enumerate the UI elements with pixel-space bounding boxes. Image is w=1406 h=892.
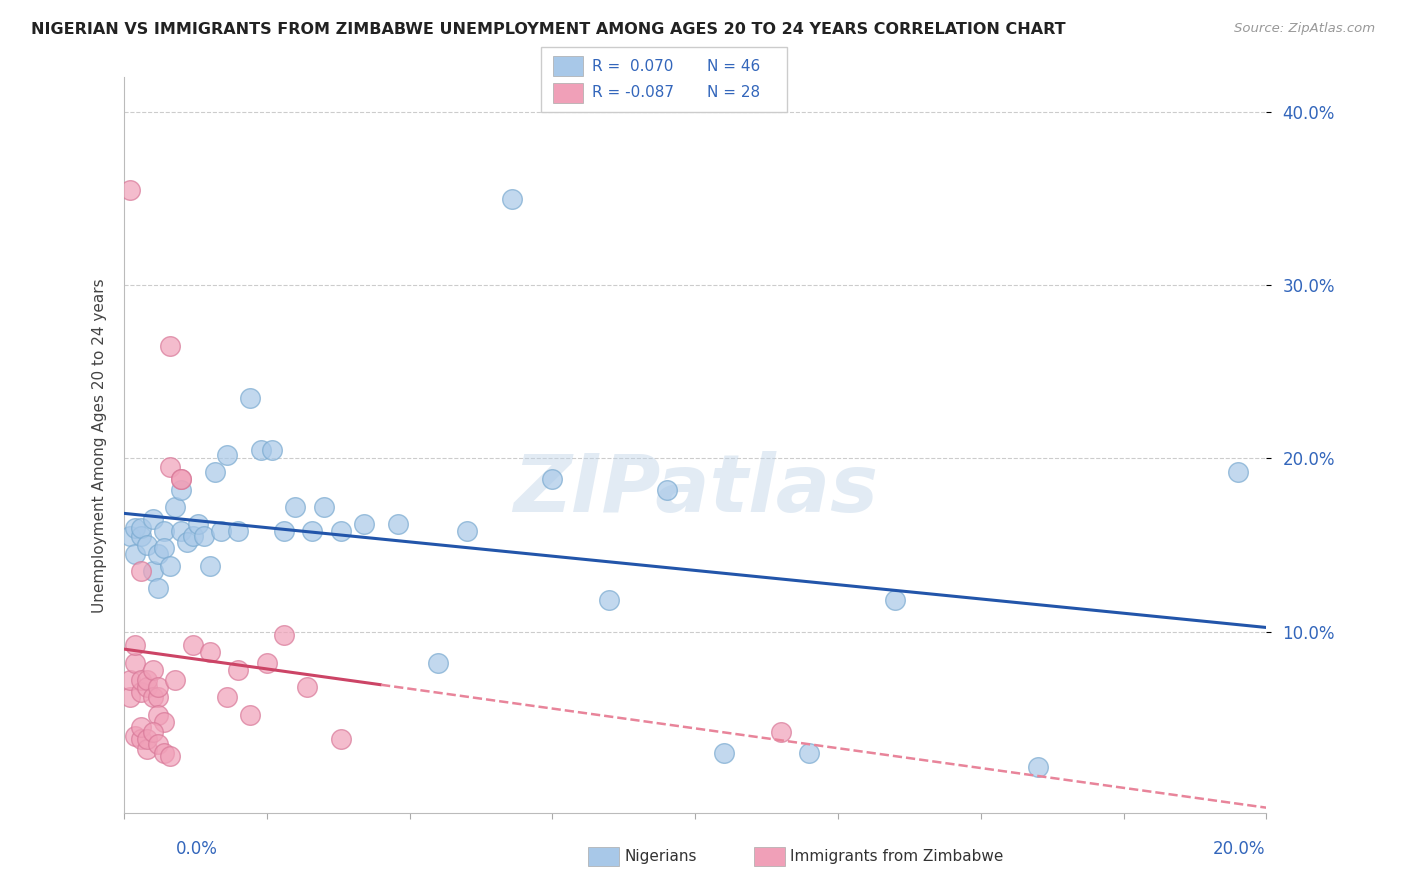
Text: R = -0.087: R = -0.087 xyxy=(592,86,673,100)
Point xyxy=(239,707,262,722)
Text: N = 46: N = 46 xyxy=(707,59,761,73)
Text: ZIPatlas: ZIPatlas xyxy=(513,450,877,529)
Point xyxy=(598,593,620,607)
Point xyxy=(769,725,792,739)
Point xyxy=(142,512,165,526)
Point xyxy=(159,749,181,764)
Point xyxy=(135,731,157,746)
Point xyxy=(148,690,170,705)
Point xyxy=(170,472,193,486)
Text: Immigrants from Zimbabwe: Immigrants from Zimbabwe xyxy=(790,849,1004,863)
Point xyxy=(256,656,278,670)
Point xyxy=(148,707,170,722)
Text: NIGERIAN VS IMMIGRANTS FROM ZIMBABWE UNEMPLOYMENT AMONG AGES 20 TO 24 YEARS CORR: NIGERIAN VS IMMIGRANTS FROM ZIMBABWE UNE… xyxy=(31,22,1066,37)
Point xyxy=(165,500,187,514)
Point xyxy=(884,593,907,607)
Point xyxy=(135,673,157,687)
Point xyxy=(129,673,152,687)
Point xyxy=(1026,760,1049,774)
Point xyxy=(655,483,678,497)
Point xyxy=(239,391,262,405)
Point xyxy=(129,564,152,578)
Point xyxy=(129,521,152,535)
Point xyxy=(226,663,249,677)
Point xyxy=(124,547,146,561)
Point xyxy=(129,529,152,543)
Point xyxy=(159,339,181,353)
Point xyxy=(135,538,157,552)
Point xyxy=(148,582,170,596)
Point xyxy=(142,564,165,578)
Point xyxy=(198,558,221,573)
Point xyxy=(170,483,193,497)
Point xyxy=(159,460,181,475)
Point xyxy=(124,729,146,743)
Point xyxy=(215,690,238,705)
Text: 20.0%: 20.0% xyxy=(1213,840,1265,858)
Point xyxy=(273,628,295,642)
Text: Nigerians: Nigerians xyxy=(624,849,697,863)
Point xyxy=(799,746,821,760)
Point xyxy=(135,680,157,694)
Point xyxy=(118,529,141,543)
Point xyxy=(129,720,152,734)
Point xyxy=(170,524,193,538)
Point xyxy=(142,725,165,739)
Point xyxy=(176,534,198,549)
Point xyxy=(135,742,157,756)
Text: N = 28: N = 28 xyxy=(707,86,761,100)
Point xyxy=(330,731,353,746)
Point xyxy=(215,448,238,462)
Point xyxy=(148,547,170,561)
Point xyxy=(209,524,232,538)
Point xyxy=(148,737,170,751)
Point xyxy=(153,714,176,729)
Point xyxy=(187,517,209,532)
Point xyxy=(295,680,318,694)
Point xyxy=(165,673,187,687)
Point xyxy=(226,524,249,538)
Point xyxy=(181,639,204,653)
Point xyxy=(118,690,141,705)
Point xyxy=(312,500,335,514)
Point xyxy=(170,472,193,486)
Point xyxy=(153,541,176,556)
Point xyxy=(129,685,152,699)
Point xyxy=(129,731,152,746)
Point xyxy=(124,656,146,670)
Point xyxy=(387,517,409,532)
Point xyxy=(124,639,146,653)
Point xyxy=(262,442,284,457)
Point xyxy=(1226,465,1249,479)
Point xyxy=(204,465,226,479)
Point xyxy=(142,663,165,677)
Point xyxy=(159,558,181,573)
Text: 0.0%: 0.0% xyxy=(176,840,218,858)
Point xyxy=(153,524,176,538)
Point xyxy=(501,192,523,206)
Point xyxy=(284,500,307,514)
Point xyxy=(353,517,375,532)
Point xyxy=(118,183,141,197)
Point xyxy=(148,680,170,694)
Point xyxy=(193,529,215,543)
Y-axis label: Unemployment Among Ages 20 to 24 years: Unemployment Among Ages 20 to 24 years xyxy=(93,278,107,613)
Text: R =  0.070: R = 0.070 xyxy=(592,59,673,73)
Text: Source: ZipAtlas.com: Source: ZipAtlas.com xyxy=(1234,22,1375,36)
Point xyxy=(427,656,450,670)
Point xyxy=(273,524,295,538)
Point xyxy=(181,529,204,543)
Point xyxy=(456,524,478,538)
Point xyxy=(541,472,564,486)
Point xyxy=(118,673,141,687)
Point xyxy=(142,690,165,705)
Point xyxy=(124,521,146,535)
Point xyxy=(301,524,323,538)
Point xyxy=(198,645,221,659)
Point xyxy=(330,524,353,538)
Point xyxy=(250,442,273,457)
Point xyxy=(713,746,735,760)
Point xyxy=(153,746,176,760)
